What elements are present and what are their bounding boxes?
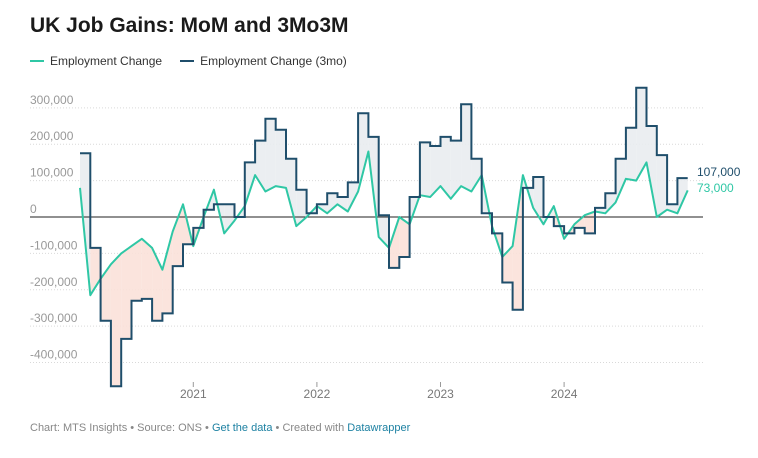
gap-fill xyxy=(275,129,286,188)
datawrapper-link[interactable]: Datawrapper xyxy=(347,422,411,434)
gap-fill xyxy=(286,158,297,227)
y-tick-label: -400,000 xyxy=(30,348,78,362)
gap-fill xyxy=(100,264,111,321)
gap-fill xyxy=(461,104,472,192)
series-line-employment-change-3mo xyxy=(80,86,688,388)
gap-fill xyxy=(224,204,235,234)
gap-fill xyxy=(656,155,668,217)
legend: Employment Change Employment Change (3mo… xyxy=(30,54,347,68)
gap-fill xyxy=(141,238,153,299)
gap-fill xyxy=(327,193,338,214)
end-label: 107,000 xyxy=(697,165,741,179)
legend-label-employment-change: Employment Change xyxy=(50,54,163,68)
gap-fill xyxy=(337,197,348,212)
gap-fill xyxy=(389,217,400,268)
gap-fill xyxy=(471,158,482,192)
x-tick-label: 2023 xyxy=(427,387,454,401)
gap-fill xyxy=(347,182,359,212)
y-tick-label: -100,000 xyxy=(30,238,78,252)
series-lines xyxy=(79,86,689,388)
y-tick-label: -300,000 xyxy=(30,311,78,325)
x-tick-label: 2022 xyxy=(304,387,331,401)
chart-footer: Chart: MTS Insights • Source: ONS • Get … xyxy=(30,422,410,434)
gap-fill xyxy=(605,193,616,214)
gap-fill xyxy=(440,136,451,199)
series-line-employment-change xyxy=(79,150,689,297)
gap-fill xyxy=(399,217,410,257)
gap-fill xyxy=(213,189,225,234)
gap-fill xyxy=(172,204,183,267)
gap-fill xyxy=(90,247,101,296)
y-tick-label: -200,000 xyxy=(30,275,78,289)
gridlines: 300,000 200,000 100,000 0 -100,000 -200,000 -3… xyxy=(30,93,703,364)
gap-fill xyxy=(615,158,626,203)
gap-fill xyxy=(667,204,678,214)
y-tick-label: 100,000 xyxy=(30,166,74,180)
gap-fill xyxy=(450,140,462,199)
legend-swatch-employment-change-3mo xyxy=(180,60,195,62)
legend-label-employment-change-3mo: Employment Change (3mo) xyxy=(200,54,347,68)
gap-fill xyxy=(244,162,256,207)
axes: 2021 2022 2023 2024 xyxy=(30,216,703,401)
gap-fill xyxy=(625,127,637,181)
gap-fill xyxy=(121,246,132,339)
gap-fill xyxy=(533,177,544,225)
gap-fill xyxy=(677,178,688,214)
gap-fill xyxy=(358,113,369,192)
footer-created-with: • Created with xyxy=(272,422,348,434)
gap-fill xyxy=(564,224,575,239)
gap-fill xyxy=(110,253,122,387)
get-the-data-link[interactable]: Get the data xyxy=(211,422,273,434)
legend-item-employment-change-3mo: Employment Change (3mo) xyxy=(180,54,347,68)
gap-fill xyxy=(512,175,523,310)
y-tick-label: 0 xyxy=(30,202,37,216)
gap-fill xyxy=(522,175,534,208)
gap-fill xyxy=(265,118,276,192)
y-tick-label: 200,000 xyxy=(30,129,74,143)
gap-fill xyxy=(131,238,142,301)
gap-fill xyxy=(430,146,441,197)
end-label: 73,000 xyxy=(697,181,734,195)
chart-title: UK Job Gains: MoM and 3Mo3M xyxy=(30,14,349,37)
legend-item-employment-change: Employment Change xyxy=(30,54,162,68)
gap-fill xyxy=(646,126,657,217)
x-tick-label: 2021 xyxy=(180,387,207,401)
legend-swatch-employment-change xyxy=(30,60,44,62)
end-labels: 107,000 73,000 xyxy=(697,165,741,195)
y-tick-label: 300,000 xyxy=(30,93,74,107)
gap-fill xyxy=(419,142,431,197)
x-tick-label: 2024 xyxy=(551,387,578,401)
footer-source: Chart: MTS Insights • Source: ONS • xyxy=(30,422,212,434)
gap-fill xyxy=(162,231,173,314)
gap-fill xyxy=(636,87,647,181)
